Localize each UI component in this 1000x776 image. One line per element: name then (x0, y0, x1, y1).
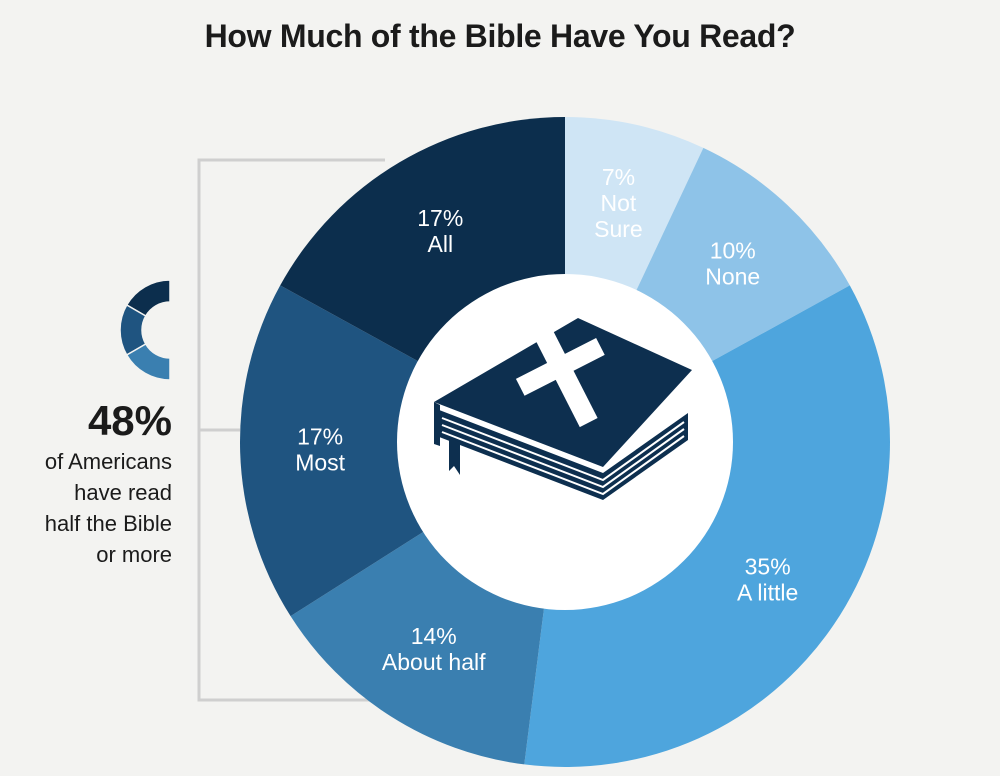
slice-label-all: 17%All (417, 205, 463, 257)
chart-title: How Much of the Bible Have You Read? (204, 18, 796, 54)
callout-text: of Americans have read half the Bible or… (20, 446, 172, 570)
slice-label-a-little: 35%A little (737, 554, 798, 606)
callout: 48% of Americans have read half the Bibl… (20, 400, 172, 570)
callout-percent: 48% (87, 397, 172, 444)
slice-label-none: 10%None (705, 237, 760, 289)
slice-label-about-half: 14%About half (382, 623, 486, 675)
callout-line: half the Bible (44, 511, 172, 536)
slice-value-label: 14% (411, 623, 457, 649)
slice-category-label: Not (601, 190, 637, 216)
slice-value-label: 35% (745, 554, 791, 580)
slice-category-label: Sure (594, 216, 643, 242)
slice-value-label: 10% (710, 237, 756, 263)
slice-category-label: About half (382, 649, 486, 675)
slice-label-most: 17%Most (295, 424, 345, 476)
slice-category-label: Most (295, 450, 345, 476)
callout-bracket (197, 158, 385, 702)
bible-book-icon (434, 318, 692, 500)
mini-donut-segment (125, 342, 171, 381)
slice-category-label: All (428, 231, 454, 257)
slice-value-label: 7% (602, 164, 635, 190)
slice-category-label: A little (737, 580, 798, 606)
mini-donut-icon (119, 279, 171, 381)
callout-line: or more (96, 542, 172, 567)
callout-line: of Americans (44, 449, 172, 474)
slice-value-label: 17% (417, 205, 463, 231)
callout-line: have read (74, 480, 172, 505)
slice-category-label: None (705, 263, 760, 289)
slice-value-label: 17% (297, 424, 343, 450)
